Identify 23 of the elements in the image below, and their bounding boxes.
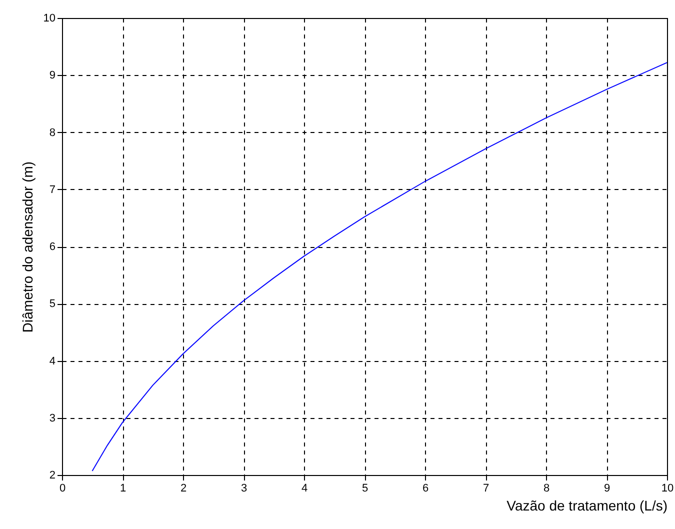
y-tick-label: 5 [49,298,56,310]
y-tick-label: 6 [49,241,56,253]
y-tick-label: 7 [49,184,56,196]
y-tick-label: 3 [49,412,56,424]
line-series [92,62,667,472]
x-tick-label: 1 [120,482,126,494]
x-tick-label: 9 [604,482,610,494]
x-tick-label: 5 [362,482,368,494]
x-tick-label: 7 [482,482,490,494]
y-tick-label: 2 [49,470,56,482]
x-tick-label: 4 [301,482,308,494]
y-axis-title: Diâmetro do adensador (m) [19,161,36,333]
x-tick-label: 6 [422,482,429,494]
x-tick-label: 2 [180,482,187,494]
x-tick-label: 10 [661,482,674,494]
x-tick-label: 8 [543,482,550,494]
x-tick-label: 3 [240,482,248,494]
y-tick-label: 4 [49,355,56,368]
y-tick-label: 10 [43,12,56,24]
x-tick-label: 0 [59,482,66,494]
y-tick-label: 9 [49,70,56,82]
y-tick-label: 8 [49,126,56,139]
x-axis-title: Vazão de tratamento (L/s) [506,498,668,514]
